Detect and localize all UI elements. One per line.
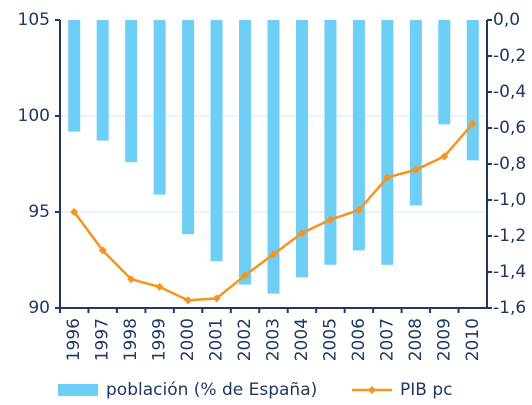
y2-tick-label: -0,6 <box>493 118 526 138</box>
line-marker <box>440 152 449 161</box>
x-tick-label: 2009 <box>434 318 454 361</box>
x-tick-label: 2008 <box>406 318 426 361</box>
line-marker <box>383 173 392 182</box>
line-marker <box>297 229 306 238</box>
line-marker <box>269 250 278 259</box>
x-tick-label: 1998 <box>121 318 141 361</box>
bar <box>125 20 138 163</box>
line-marker <box>212 294 221 303</box>
line-marker <box>127 275 136 284</box>
line-marker <box>155 282 164 291</box>
legend-marker <box>368 386 376 394</box>
legend-swatch <box>58 384 98 396</box>
x-tick-label: 2004 <box>292 318 312 361</box>
y2-tick-label: -0,8 <box>493 154 526 174</box>
x-tick-label: 2010 <box>463 318 483 361</box>
bar <box>438 20 451 125</box>
bar <box>267 20 280 294</box>
x-tick-label: 2006 <box>349 318 369 361</box>
y-tick-label: 90 <box>28 298 50 318</box>
y2-tick-label: -0,2 <box>493 46 526 66</box>
bar <box>210 20 223 262</box>
bar <box>182 20 195 235</box>
bar <box>295 20 308 278</box>
y-tick-label: 100 <box>18 106 50 126</box>
line-marker <box>411 165 420 174</box>
bar <box>466 20 479 161</box>
y2-tick-label: -1,2 <box>493 226 526 246</box>
legend-label: PIB pc <box>400 380 452 400</box>
line-marker <box>98 246 107 255</box>
x-tick-label: 2000 <box>178 318 198 361</box>
line-marker <box>354 206 363 215</box>
x-tick-label: 1996 <box>64 318 84 361</box>
bar <box>153 20 166 195</box>
bar <box>324 20 337 265</box>
y2-tick-label: -1,0 <box>493 190 526 210</box>
bar <box>381 20 394 265</box>
x-tick-label: 2003 <box>264 318 284 361</box>
bar <box>239 20 252 285</box>
x-tick-label: 1999 <box>150 318 170 361</box>
bar <box>68 20 81 132</box>
bar <box>352 20 365 251</box>
x-tick-label: 2007 <box>377 318 397 361</box>
y-tick-label: 95 <box>28 202 50 222</box>
bar <box>409 20 422 206</box>
line-marker <box>184 296 193 305</box>
x-tick-label: 2002 <box>235 318 255 361</box>
y2-tick-label: -1,4 <box>493 262 526 282</box>
y-tick-label: 105 <box>18 10 50 30</box>
x-tick-label: 2005 <box>320 318 340 361</box>
line-marker <box>70 208 79 216</box>
y2-tick-label: 0,0 <box>493 10 520 30</box>
legend-label: población (% de España) <box>106 380 317 400</box>
bar <box>96 20 109 141</box>
line-marker <box>326 215 335 224</box>
x-tick-label: 2001 <box>207 318 227 361</box>
line-marker <box>468 119 477 128</box>
y2-tick-label: -1,6 <box>493 298 526 318</box>
x-tick-label: 1997 <box>93 318 113 361</box>
line-marker <box>241 271 250 280</box>
y2-tick-label: -0,4 <box>493 82 526 102</box>
